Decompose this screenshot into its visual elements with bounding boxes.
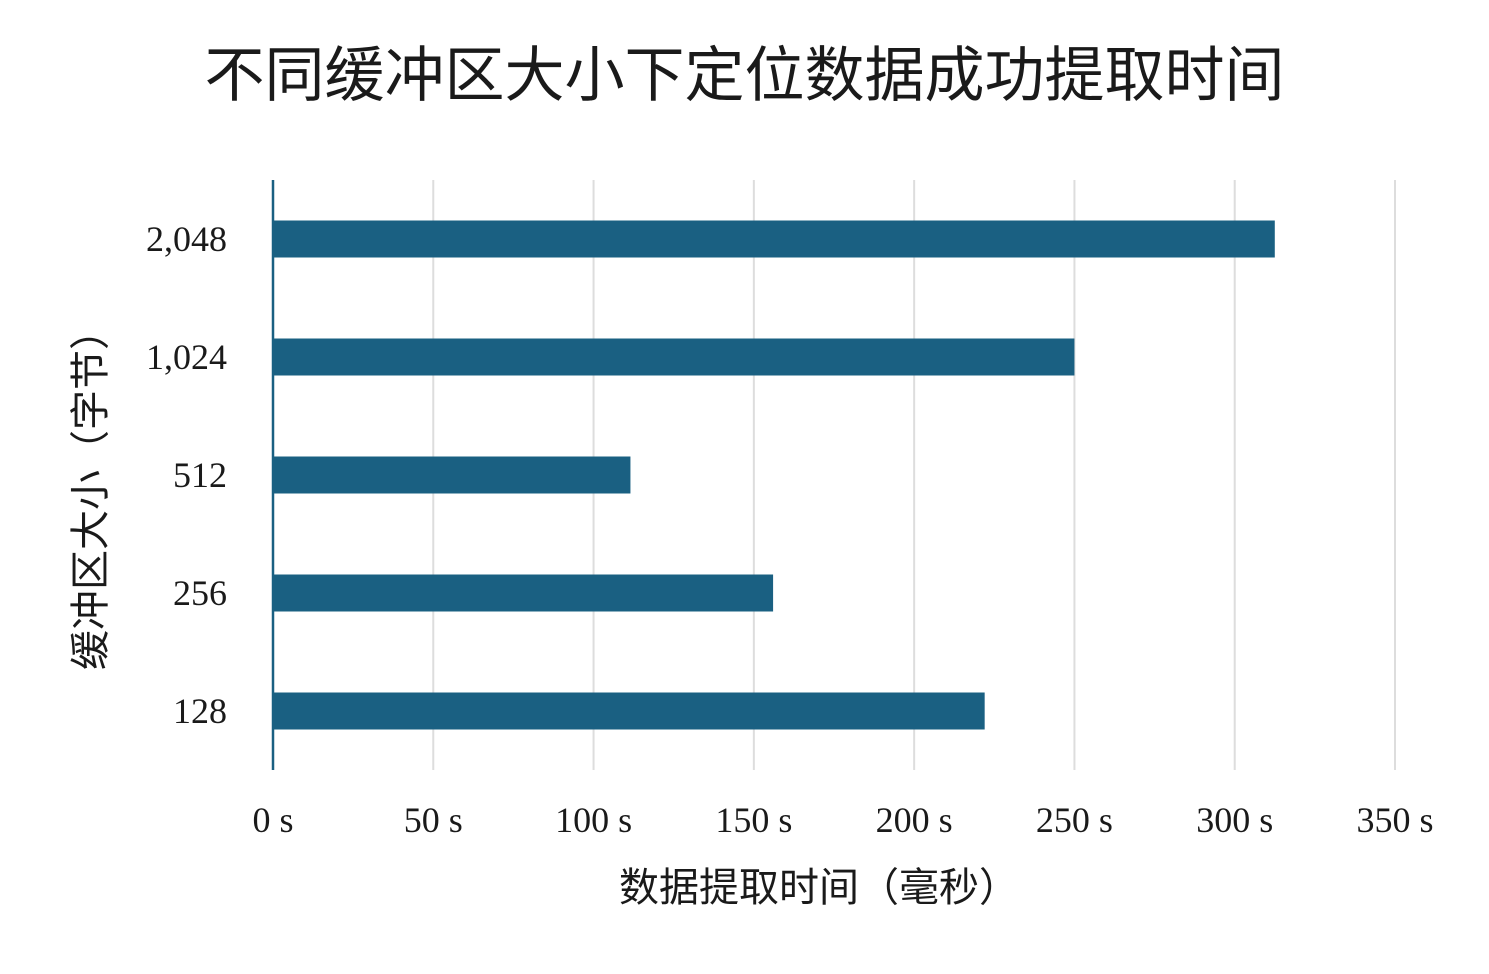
y-tick-label: 256 <box>173 573 227 613</box>
x-tick-label: 150 s <box>715 800 792 840</box>
x-tick-label: 100 s <box>555 800 632 840</box>
bar <box>273 220 1275 258</box>
y-tick-label: 512 <box>173 455 227 495</box>
bar <box>273 338 1075 376</box>
x-tick-label: 0 s <box>252 800 293 840</box>
x-tick-label: 250 s <box>1036 800 1113 840</box>
x-tick-label: 200 s <box>876 800 953 840</box>
y-axis-title: 缓冲区大小（字节） <box>68 310 114 670</box>
chart-title: 不同缓冲区大小下定位数据成功提取时间 <box>204 41 1285 111</box>
x-tick-label: 50 s <box>404 800 463 840</box>
tick-labels: 0 s 50 s 100 s 150 s 200 s 250 s 300 s 350 s 2,0… <box>146 219 1434 840</box>
y-tick-label: 2,048 <box>146 219 227 259</box>
bar <box>273 692 985 730</box>
y-tick-label: 128 <box>173 691 227 731</box>
x-axis-title: 数据提取时间（毫秒） <box>619 865 1019 911</box>
bar <box>273 456 631 494</box>
bars <box>273 220 1275 730</box>
x-tick-label: 350 s <box>1356 800 1433 840</box>
y-tick-label: 1,024 <box>146 337 227 377</box>
bar <box>273 574 774 612</box>
x-tick-label: 300 s <box>1196 800 1273 840</box>
